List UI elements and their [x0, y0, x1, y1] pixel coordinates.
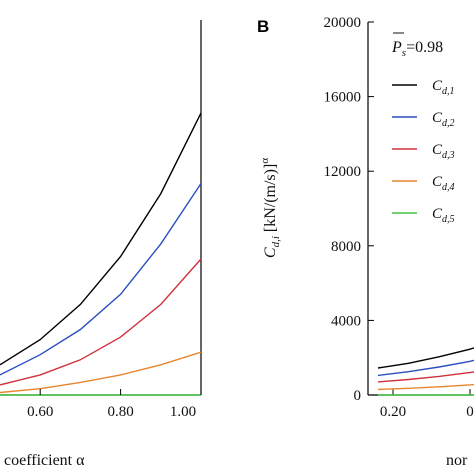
panel-b-y-axis-title: Cd,i [kN/(m/s)]α	[259, 158, 282, 258]
panel-b-series-line-1	[377, 347, 474, 369]
panel-b-x-tick-label: 0.20	[380, 404, 406, 420]
panel-a-series-line-1	[0, 112, 202, 366]
legend-label-4: Cd,4	[432, 174, 455, 193]
legend-label-3: Cd,3	[432, 142, 455, 161]
panel-b-x-tick-label: 0	[466, 404, 474, 420]
panel-b-y-tick-label: 8000	[331, 239, 361, 255]
legend: Cd,1 Cd,2 Cd,3 Cd,4 Cd,5	[392, 78, 455, 225]
panel-b-y-tick-label: 16000	[324, 90, 362, 106]
panel-b-annotation: Ps=0.98	[391, 32, 443, 59]
panel-b-x-axis-title: nor	[446, 452, 468, 469]
panel-b-y-tick-label: 12000	[324, 164, 362, 180]
legend-label-1: Cd,1	[432, 78, 455, 97]
panel-b: B 0 4000 8000 12000 16000 20000 0.20 0 Cd,i [k…	[257, 15, 474, 469]
legend-label-5: Cd,5	[432, 206, 455, 225]
panel-a-x-axis-title: coefficient α	[4, 452, 85, 469]
legend-label-2: Cd,2	[432, 110, 455, 129]
panel-b-y-tick-label: 0	[354, 388, 362, 404]
panel-a: 0.60 0.80 1.00 coefficient α	[0, 20, 202, 469]
panel-b-series-line-4	[377, 383, 474, 391]
panel-a-series-line-3	[0, 258, 202, 386]
panel-a-series-line-4	[0, 351, 202, 394]
panel-a-x-tick-label: 0.60	[27, 404, 53, 420]
panel-b-label: B	[257, 17, 269, 36]
annotation-p: P	[391, 39, 402, 56]
panel-a-x-tick-label: 0.80	[107, 404, 133, 420]
annotation-value: =0.98	[406, 39, 443, 56]
svg-text:Ps=0.98: Ps=0.98	[391, 39, 443, 59]
annotation-sub: s	[402, 47, 406, 59]
panel-a-x-tick-label: 1.00	[170, 404, 196, 420]
panel-b-series-line-2	[377, 359, 474, 377]
panel-b-series-line-3	[377, 371, 474, 383]
panel-b-y-tick-label: 20000	[324, 15, 362, 31]
panel-a-series-line-2	[0, 183, 202, 376]
panel-b-y-tick-label: 4000	[331, 313, 361, 329]
